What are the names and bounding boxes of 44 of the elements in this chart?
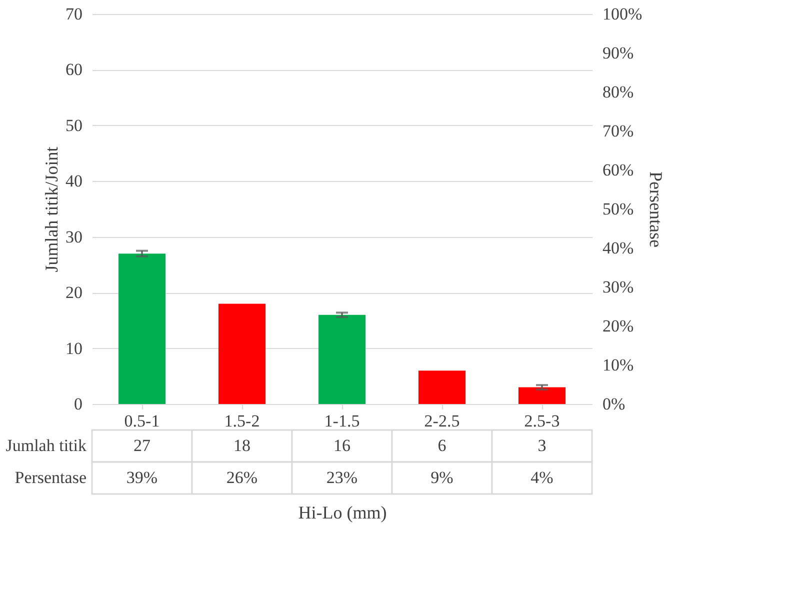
y-tick-label: 40 [66,172,82,191]
y2-tick-label: 40% [602,238,634,258]
text: 23% [326,468,358,487]
x-tick-label: 2-2.5 [424,412,460,430]
data-label: 6 [438,436,446,455]
bar [318,314,366,404]
y2-tick-label: 100% [602,4,642,24]
y2-tick-label: 30% [602,278,634,296]
y2-tick-label: 0% [602,394,626,414]
y2-tick-label: 60% [602,160,634,180]
x-tick-label: 1.5-2 [224,412,260,430]
y2-axis-title: Persentase [646,172,666,248]
bar [218,304,266,404]
text: 39% [126,468,158,487]
y2-tick-label: 50% [602,200,634,218]
y2-tick-label: 80% [602,82,634,102]
y-tick-label: 0 [74,394,82,414]
text: 4% [530,468,554,487]
bar [518,387,566,404]
text: Jumlah titik [6,436,87,455]
y2-tick-label: 90% [602,44,634,62]
x-tick-label: 0.5-1 [124,412,160,430]
y-tick-label: 60 [66,60,82,80]
x-axis-title: Hi-Lo (mm) [298,502,387,522]
y-tick-label: 20 [66,283,82,302]
y2-tick-label: 10% [602,356,634,374]
y2-tick-label: 20% [602,316,634,336]
data-label: 16 [334,436,350,455]
data-label: 18 [234,436,250,455]
text: Persentase [14,468,86,487]
y2-tick-label: 70% [602,122,634,140]
y-tick-label: 50 [66,116,82,135]
text: 26% [226,468,258,487]
x-tick-label: 1-1.5 [324,412,360,430]
data-label: 27 [134,436,151,455]
y-axis-title: Jumlah titik/Joint [42,146,62,272]
y-tick-label: 30 [66,227,82,246]
bar [418,370,466,404]
x-tick-label: 2.5-3 [524,412,560,430]
bar [118,254,166,404]
y-tick-label: 10 [66,338,82,358]
text: 9% [430,468,454,487]
data-label: 3 [538,436,546,455]
y-tick-label: 70 [66,4,82,24]
